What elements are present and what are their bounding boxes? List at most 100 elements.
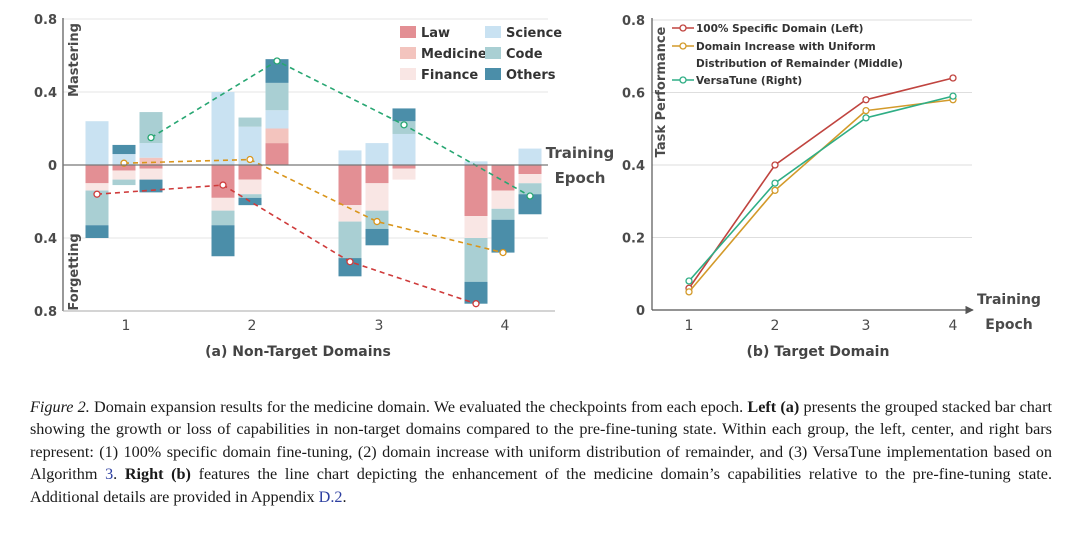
bar-segment-law-epoch-1-slot-0 (85, 165, 109, 184)
series-point-1-epoch-3 (862, 106, 870, 115)
right-subcaption: (b) Target Domain (747, 344, 890, 360)
trend-point-slot-2-epoch-2 (273, 57, 281, 65)
bar-segment-finance-epoch-1-slot-1 (112, 170, 136, 180)
trend-point-slot-0-epoch-4 (472, 300, 480, 308)
legend-swatch-code (485, 47, 501, 59)
left-ytick-label: 0.4 (34, 232, 57, 247)
series-point-0-epoch-4 (949, 74, 957, 82)
series-line-2 (688, 95, 954, 282)
right-legend-label-1: Distribution of Remainder (Middle) (696, 58, 903, 70)
bar-segment-others-epoch-3-slot-0 (338, 258, 362, 277)
bar-segment-others-epoch-1-slot-2 (139, 179, 163, 193)
legend-label-medicine: Medicine (421, 47, 487, 62)
series-line-0 (688, 77, 954, 289)
left-bars (85, 59, 542, 304)
bar-segment-code-epoch-1-slot-2 (139, 112, 163, 144)
left-xtick-label: 4 (501, 318, 510, 334)
right-series-lines (685, 74, 957, 296)
right-legend-label-0: 100% Specific Domain (Left) (696, 23, 863, 35)
right-xtick-label: 3 (862, 318, 871, 334)
legend-label-science: Science (506, 26, 562, 41)
bar-segment-code-epoch-2-slot-0 (211, 210, 235, 226)
right-legend-marker-0 (679, 24, 687, 32)
legend-swatch-medicine (400, 47, 416, 59)
caption-text: features the line chart depicting the en… (30, 465, 1052, 506)
left-ytick-label: 0.8 (34, 13, 57, 28)
bar-segment-science-epoch-3-slot-2 (392, 133, 416, 165)
left-xtick-label: 1 (122, 318, 131, 334)
right-legend-marker-2 (679, 76, 687, 84)
legend-swatch-law (400, 26, 416, 38)
bar-segment-code-epoch-4-slot-2 (518, 183, 542, 195)
bar-segment-law-epoch-4-slot-1 (491, 165, 515, 191)
right-ylabel: Task Performance (654, 26, 669, 157)
left-subcaption: (a) Non-Target Domains (205, 344, 391, 360)
bar-segment-code-epoch-4-slot-0 (464, 238, 488, 282)
bar-segment-code-epoch-1-slot-1 (112, 179, 136, 186)
legend-swatch-finance (400, 68, 416, 80)
bar-segment-code-epoch-4-slot-1 (491, 208, 515, 220)
trend-point-slot-1-epoch-3 (373, 217, 381, 226)
bar-segment-science-epoch-1-slot-2 (139, 143, 163, 158)
trend-point-slot-1-epoch-4 (499, 248, 507, 257)
bar-segment-others-epoch-4-slot-2 (518, 194, 542, 215)
bar-segment-others-epoch-3-slot-1 (365, 228, 389, 246)
bar-segment-others-epoch-4-slot-0 (464, 281, 488, 304)
bar-segment-science-epoch-4-slot-0 (464, 161, 488, 165)
caption-link-appendix[interactable]: D.2 (318, 487, 343, 506)
caption-text: . (113, 465, 125, 484)
left-y-ticks: 0.8 0.4 0 0.4 0.8 (34, 13, 57, 320)
left-xlabel-line2: Epoch (555, 169, 606, 187)
bar-segment-finance-epoch-4-slot-0 (464, 216, 488, 238)
caption-bold-left: Left (a) (747, 398, 800, 416)
right-legend-label-2: VersaTune (Right) (696, 75, 802, 87)
trend-point-slot-0-epoch-1 (93, 190, 101, 198)
right-legend-label-1: Domain Increase with Uniform (696, 41, 876, 53)
right-xlabel-line1: Training (977, 292, 1041, 308)
left-ylabel-forgetting: Forgetting (67, 233, 82, 310)
bar-segment-finance-epoch-4-slot-2 (518, 174, 542, 184)
right-ytick-label: 0 (636, 304, 645, 319)
bar-segment-code-epoch-2-slot-1 (238, 194, 262, 198)
right-gridlines (652, 19, 972, 238)
bar-segment-science-epoch-2-slot-0 (211, 92, 235, 165)
bar-segment-code-epoch-2-slot-2 (265, 82, 289, 111)
left-xtick-label: 3 (375, 318, 384, 334)
bar-segment-code-epoch-3-slot-0 (338, 221, 362, 259)
caption-label: Figure 2. (30, 398, 90, 416)
bar-segment-finance-epoch-2-slot-0 (211, 197, 235, 211)
left-ylabel-mastering: Mastering (67, 23, 82, 97)
right-ytick-label: 0.6 (622, 87, 645, 102)
left-ytick-label: 0.8 (34, 305, 57, 320)
bar-segment-law-epoch-4-slot-2 (518, 165, 542, 175)
series-line-1 (688, 98, 954, 293)
legend-swatch-science (485, 26, 501, 38)
series-point-1-epoch-2 (771, 186, 779, 195)
bar-segment-science-epoch-3-slot-1 (365, 143, 389, 165)
right-xlabel-line2: Epoch (985, 317, 1032, 333)
bar-segment-finance-epoch-1-slot-2 (139, 168, 163, 180)
bar-segment-finance-epoch-4-slot-1 (491, 190, 515, 209)
bar-segment-law-epoch-3-slot-0 (338, 165, 362, 206)
right-legend-marker-1 (679, 42, 687, 50)
left-ytick-label: 0.4 (34, 86, 57, 101)
series-point-2-epoch-3 (862, 114, 870, 122)
bar-segment-code-epoch-1-slot-0 (85, 190, 109, 226)
caption-link-algorithm[interactable]: 3 (105, 465, 114, 484)
right-y-ticks: 0 0.2 0.4 0.6 0.8 (622, 14, 645, 319)
bar-segment-medicine-epoch-1-slot-2 (139, 157, 163, 165)
bar-segment-science-epoch-2-slot-1 (238, 126, 262, 165)
bar-segment-others-epoch-1-slot-1 (112, 144, 136, 155)
right-ytick-label: 0.4 (622, 159, 645, 174)
bar-segment-science-epoch-4-slot-2 (518, 148, 542, 165)
bar-segment-others-epoch-3-slot-2 (392, 108, 416, 122)
bar-segment-others-epoch-1-slot-0 (85, 225, 109, 238)
trend-point-slot-0-epoch-2 (219, 181, 227, 189)
right-chart: 0 0.2 0.4 0.6 0.8 1 2 3 4 Task Performance Trai… (622, 14, 1041, 360)
series-point-0-epoch-2 (771, 161, 779, 169)
bar-segment-finance-epoch-3-slot-0 (338, 205, 362, 222)
trend-line-slot-2 (150, 60, 531, 197)
series-point-1-epoch-1 (685, 288, 693, 296)
right-x-ticks: 1 2 3 4 (685, 318, 958, 334)
